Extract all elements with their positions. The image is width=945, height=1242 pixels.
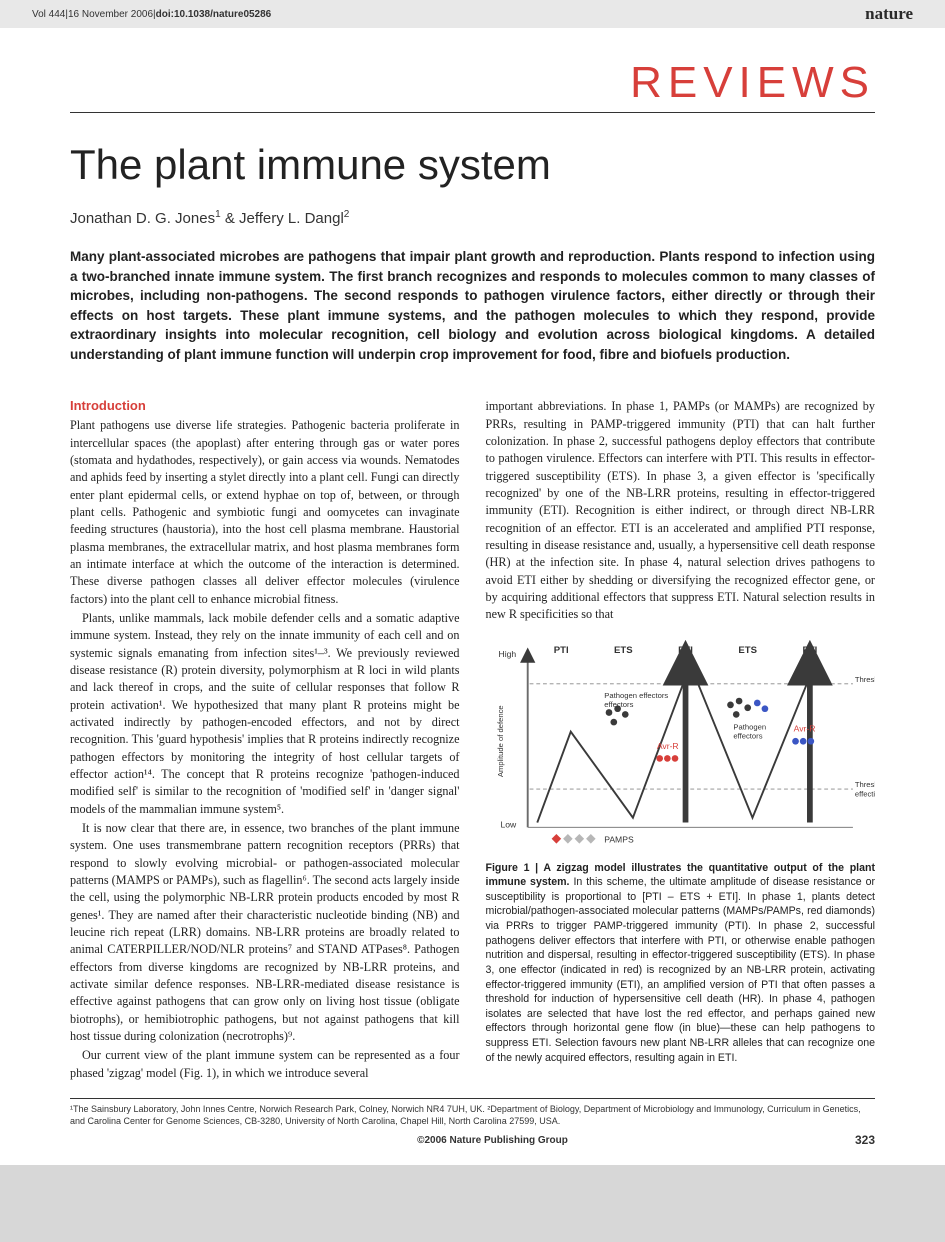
- svg-text:Avr-R: Avr-R: [656, 741, 678, 751]
- para-r1: important abbreviations. In phase 1, PAM…: [486, 398, 876, 623]
- svg-text:effective resistance: effective resistance: [854, 789, 875, 798]
- svg-text:ETS: ETS: [614, 645, 633, 656]
- svg-text:effectors: effectors: [604, 699, 633, 708]
- figure-1: High Low Amplitude of defence PTI ETS ET…: [486, 636, 876, 1066]
- column-right: important abbreviations. In phase 1, PAM…: [486, 398, 876, 1083]
- column-left: Introduction Plant pathogens use diverse…: [70, 398, 460, 1083]
- svg-text:Pathogen effectors: Pathogen effectors: [604, 691, 668, 700]
- figure-svg: High Low Amplitude of defence PTI ETS ET…: [486, 636, 876, 856]
- page-root: Vol 444|16 November 2006|doi:10.1038/nat…: [0, 0, 945, 1165]
- svg-text:Threshold for: Threshold for: [854, 780, 875, 789]
- author-line: Jonathan D. G. Jones1 & Jeffery L. Dangl…: [70, 209, 875, 227]
- copyright-text: ©2006 Nature Publishing Group: [130, 1135, 855, 1146]
- para-2: Plants, unlike mammals, lack mobile defe…: [70, 610, 460, 818]
- affiliations: ¹The Sainsbury Laboratory, John Innes Ce…: [70, 1098, 875, 1127]
- para-4: Our current view of the plant immune sys…: [70, 1047, 460, 1082]
- svg-text:effectors: effectors: [733, 731, 762, 740]
- page-number: 323: [855, 1133, 875, 1147]
- body-columns: Introduction Plant pathogens use diverse…: [0, 398, 945, 1083]
- svg-text:ETI: ETI: [802, 645, 817, 656]
- fig-yaxis-label: Amplitude of defence: [495, 705, 504, 777]
- svg-text:PTI: PTI: [553, 645, 568, 656]
- nature-logo: nature: [865, 4, 913, 24]
- fig-label-high: High: [498, 649, 516, 659]
- svg-text:Threshold for HR: Threshold for HR: [854, 675, 875, 684]
- volume-doi: Vol 444|16 November 2006|doi:10.1038/nat…: [32, 9, 271, 20]
- page-footer: ©2006 Nature Publishing Group 323: [0, 1127, 945, 1165]
- article-title: The plant immune system: [70, 141, 875, 189]
- svg-text:Pathogen: Pathogen: [733, 722, 766, 731]
- intro-heading: Introduction: [70, 398, 460, 413]
- volume-text: Vol 444|16 November 2006|: [32, 9, 156, 20]
- svg-text:Avr-R: Avr-R: [793, 723, 815, 733]
- abstract-text: Many plant-associated microbes are patho…: [70, 247, 875, 364]
- journal-top-bar: Vol 444|16 November 2006|doi:10.1038/nat…: [0, 0, 945, 28]
- para-3: It is now clear that there are, in essen…: [70, 820, 460, 1045]
- svg-text:ETS: ETS: [738, 645, 757, 656]
- para-1: Plant pathogens use diverse life strateg…: [70, 417, 460, 608]
- fig-caption-body: In this scheme, the ultimate amplitude o…: [486, 876, 876, 1063]
- svg-text:PAMPS: PAMPS: [604, 834, 634, 844]
- svg-text:ETI: ETI: [678, 645, 693, 656]
- figure-caption: Figure 1 | A zigzag model illustrates th…: [486, 861, 876, 1066]
- reviews-label: REVIEWS: [70, 58, 875, 113]
- doi-text: doi:10.1038/nature05286: [156, 9, 272, 20]
- header-block: REVIEWS The plant immune system Jonathan…: [0, 28, 945, 398]
- fig-label-low: Low: [500, 819, 517, 829]
